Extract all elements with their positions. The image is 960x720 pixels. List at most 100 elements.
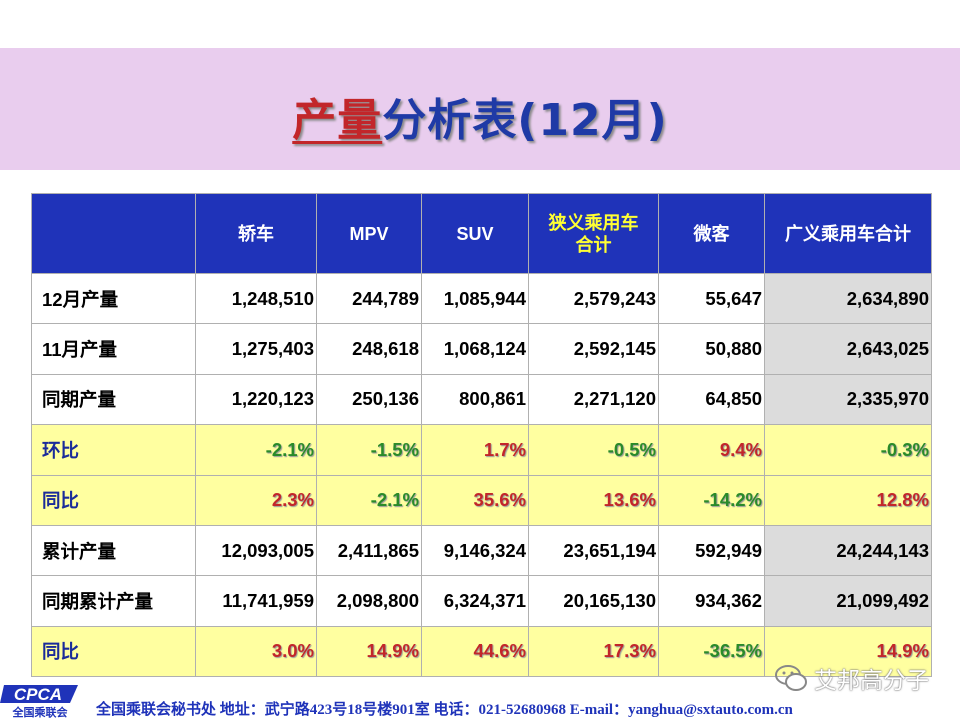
header-line: 狭义乘用车	[548, 212, 639, 233]
percent-value: -2.1%	[370, 489, 419, 511]
row-label: 环比	[31, 424, 196, 476]
table-cell: -36.5%	[658, 625, 765, 678]
table-cell: 1,068,124	[421, 323, 529, 375]
table-cell: 1,275,403	[195, 323, 317, 375]
table-cell: 248,618	[316, 323, 422, 375]
table-cell: 2,634,890	[764, 272, 932, 325]
table-row: 环比 -2.1% -1.5% 1.7% -0.5% 9.4% -0.3%	[31, 424, 932, 476]
percent-value: 2.3%	[271, 489, 314, 511]
percent-value: -14.2%	[703, 489, 762, 511]
table-cell: 6,324,371	[421, 575, 529, 627]
title-accent: 产量	[292, 95, 383, 146]
table-cell: 592,949	[658, 524, 765, 577]
footer-info: 全国乘联会秘书处 地址：武宁路423号18号楼901室 电话：021-52680…	[96, 702, 793, 718]
table-cell: 250,136	[316, 373, 422, 426]
percent-value: 1.7%	[483, 438, 526, 460]
table-row: 同期产量 1,220,123 250,136 800,861 2,271,120 64,8…	[31, 373, 932, 426]
cpca-logo: CPCA 全国乘联会	[0, 681, 82, 720]
table-row: 12月产量 1,248,510 244,789 1,085,944 2,579,243 5…	[31, 272, 932, 325]
table-cell: 2,271,120	[528, 373, 659, 426]
row-label: 同比	[31, 474, 196, 526]
table-cell: 44.6%	[421, 625, 529, 678]
table-cell: 21,099,492	[764, 575, 932, 627]
table-cell: -14.2%	[658, 474, 765, 526]
header-cell: SUV	[421, 193, 529, 274]
table-cell: 1,085,944	[421, 272, 529, 325]
table-cell: -2.1%	[316, 474, 422, 526]
table-cell: 35.6%	[421, 474, 529, 526]
table-cell: 13.6%	[528, 474, 659, 526]
table-cell: 14.9%	[764, 625, 932, 678]
percent-value: -0.5%	[607, 438, 656, 460]
table-cell: 2,335,970	[764, 373, 932, 426]
table-cell: -0.5%	[528, 424, 659, 476]
table-header-row: 轿车 MPV SUV 狭义乘用车 合计 微客 广义乘用车合计	[31, 193, 932, 274]
percent-value: 44.6%	[473, 640, 526, 662]
percent-value: 14.9%	[876, 640, 929, 662]
table-cell: 1,220,123	[195, 373, 317, 426]
table-cell: 2,592,145	[528, 323, 659, 375]
header-cell: 广义乘用车合计	[764, 193, 932, 274]
page-title: 产量分析表(12月)	[0, 84, 960, 148]
table-cell: 12,093,005	[195, 524, 317, 577]
table-cell: 12.8%	[764, 474, 932, 526]
percent-value: 3.0%	[271, 640, 314, 662]
table-row: 同比 2.3% -2.1% 35.6% 13.6% -14.2% 12.8%	[31, 474, 932, 526]
row-label: 11月产量	[31, 323, 196, 375]
percent-value: -1.5%	[370, 438, 419, 460]
table-row: 同比 3.0% 14.9% 44.6% 17.3% -36.5% 14.9%	[31, 625, 932, 678]
percent-value: 12.8%	[876, 489, 929, 511]
table-cell: 1.7%	[421, 424, 529, 476]
table-cell: 64,850	[658, 373, 765, 426]
title-rest: 分析表(12月)	[382, 95, 668, 146]
header-line: 合计	[575, 234, 612, 255]
table-cell: -2.1%	[195, 424, 317, 476]
percent-value: 14.9%	[366, 640, 419, 662]
header-cell: 轿车	[195, 193, 317, 274]
table-cell: 2,098,800	[316, 575, 422, 627]
percent-value: -0.3%	[880, 438, 929, 460]
table-cell: 50,880	[658, 323, 765, 375]
watermark-text: 艾邦高分子	[814, 668, 929, 694]
table-row: 同期累计产量 11,741,959 2,098,800 6,324,371 20,165…	[31, 575, 932, 627]
table-cell: 17.3%	[528, 625, 659, 678]
table-cell: 2,411,865	[316, 524, 422, 577]
percent-value: 35.6%	[473, 489, 526, 511]
table-cell: 800,861	[421, 373, 529, 426]
table-cell: -1.5%	[316, 424, 422, 476]
percent-value: 17.3%	[603, 640, 656, 662]
table-cell: -0.3%	[764, 424, 932, 476]
table-cell: 23,651,194	[528, 524, 659, 577]
row-label: 累计产量	[31, 524, 196, 577]
table-row: 累计产量 12,093,005 2,411,865 9,146,324 23,651,1…	[31, 524, 932, 577]
title-band	[0, 48, 960, 170]
logo-sub: 全国乘联会	[12, 705, 69, 719]
production-table: 轿车 MPV SUV 狭义乘用车 合计 微客 广义乘用车合计 12月产量 1,248…	[31, 193, 932, 678]
table-cell: 2.3%	[195, 474, 317, 526]
table-cell: 55,647	[658, 272, 765, 325]
header-cell: 狭义乘用车 合计	[528, 193, 659, 274]
table-cell: 24,244,143	[764, 524, 932, 577]
table-cell: 9,146,324	[421, 524, 529, 577]
header-cell: MPV	[316, 193, 422, 274]
table-cell: 14.9%	[316, 625, 422, 678]
table-cell: 2,643,025	[764, 323, 932, 375]
table-cell: 3.0%	[195, 625, 317, 678]
header-cell: 微客	[658, 193, 765, 274]
watermark: 艾邦高分子	[774, 662, 929, 694]
table-cell: 934,362	[658, 575, 765, 627]
table-cell: 11,741,959	[195, 575, 317, 627]
table-cell: 20,165,130	[528, 575, 659, 627]
percent-value: 9.4%	[719, 438, 762, 460]
wechat-icon	[775, 665, 807, 691]
logo-text: CPCA	[14, 685, 62, 704]
row-label: 同期产量	[31, 373, 196, 426]
table-cell: 2,579,243	[528, 272, 659, 325]
row-label: 同比	[31, 625, 196, 678]
table-cell: 1,248,510	[195, 272, 317, 325]
table-cell: 9.4%	[658, 424, 765, 476]
row-label: 12月产量	[31, 272, 196, 325]
table-row: 11月产量 1,275,403 248,618 1,068,124 2,592,145 5…	[31, 323, 932, 375]
row-label: 同期累计产量	[31, 575, 196, 627]
header-cell	[31, 193, 196, 274]
